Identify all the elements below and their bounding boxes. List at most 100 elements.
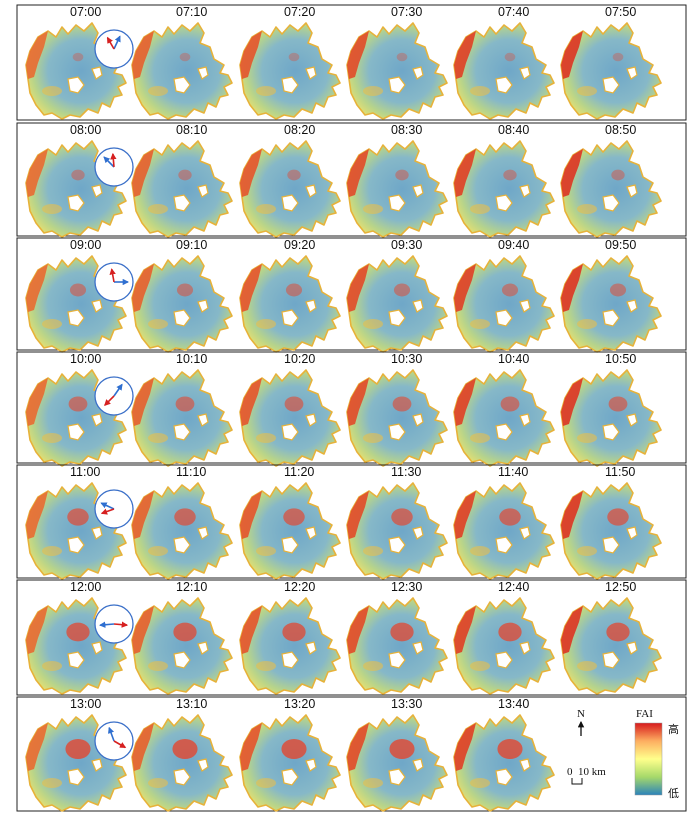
lake-hole	[67, 184, 103, 212]
scale-start-label: 0	[567, 766, 573, 778]
bloom-patch	[500, 396, 520, 412]
lake-map: 11:00	[25, 465, 134, 580]
bloom-patch	[390, 622, 414, 642]
lake-hole	[281, 526, 317, 554]
map-row: 09:00 09:10 09:20 09:30 09:40 09:50	[16, 237, 687, 353]
lake-map: 09:10	[131, 238, 233, 353]
lake-hole	[173, 413, 209, 441]
row-frame	[16, 237, 687, 351]
bloom-patch	[363, 778, 383, 788]
bloom-patch	[172, 738, 198, 760]
time-label: 09:30	[391, 238, 422, 252]
bloom-patch	[174, 508, 196, 526]
time-label: 09:20	[284, 238, 315, 252]
lake-map: 07:10	[131, 5, 233, 120]
wind-vector-blue	[113, 383, 123, 397]
time-label: 08:10	[176, 123, 207, 137]
lake-hole	[602, 299, 638, 327]
bloom-patch	[454, 378, 476, 426]
lake-map: 11:40	[453, 465, 555, 580]
bloom-patch	[561, 149, 583, 197]
lake-map: 12:50	[560, 580, 662, 695]
legend-colorbar	[634, 722, 663, 796]
bloom-patch	[577, 204, 597, 214]
wind-compass	[94, 604, 134, 644]
lake-hole	[495, 184, 531, 212]
lake-hole	[388, 66, 424, 94]
bloom-patch	[256, 86, 276, 96]
bloom-patch	[148, 778, 168, 788]
lake-hole	[281, 184, 317, 212]
lake-map: 09:20	[239, 238, 341, 353]
wind-compass	[94, 262, 134, 302]
bloom-patch	[454, 723, 476, 771]
bloom-patch	[240, 606, 262, 654]
bloom-patch	[256, 204, 276, 214]
bloom-patch	[577, 661, 597, 671]
bloom-patch	[26, 264, 48, 312]
lake-map: 12:40	[453, 580, 555, 695]
bloom-patch	[256, 319, 276, 329]
time-label: 08:00	[70, 123, 101, 137]
lake-map: 08:30	[346, 123, 448, 238]
time-label: 10:10	[176, 352, 207, 366]
bloom-patch	[256, 661, 276, 671]
bloom-patch	[498, 622, 522, 642]
time-label: 07:10	[176, 5, 207, 19]
bloom-patch	[179, 52, 191, 62]
map-row: 10:00 10:10 10:20 10:30 10:40 10:50	[16, 351, 687, 467]
bloom-patch	[288, 52, 300, 62]
wind-vector-red	[104, 395, 115, 406]
lake-hole	[281, 758, 317, 786]
bloom-patch	[42, 204, 62, 214]
time-label: 11:20	[284, 465, 314, 479]
bloom-patch	[132, 606, 154, 654]
bloom-patch	[454, 606, 476, 654]
lake-hole	[388, 413, 424, 441]
bloom-patch	[26, 149, 48, 197]
north-label: N	[577, 708, 585, 720]
wind-vector-red	[109, 268, 116, 283]
time-label: 12:00	[70, 580, 101, 594]
time-label: 11:40	[498, 465, 528, 479]
lake-map: 08:10	[131, 123, 233, 238]
bloom-patch	[470, 433, 490, 443]
bloom-patch	[148, 319, 168, 329]
map-row: 12:00 12:10 12:20 12:30 12:40 12:50	[16, 579, 687, 696]
bloom-patch	[577, 546, 597, 556]
lake-hole	[602, 641, 638, 669]
bloom-patch	[66, 622, 90, 642]
bloom-patch	[240, 378, 262, 426]
lake-map: 11:30	[346, 465, 448, 580]
lake-map: 10:50	[560, 352, 662, 467]
lake-hole	[173, 299, 209, 327]
bloom-patch	[132, 31, 154, 79]
bloom-patch	[607, 508, 629, 526]
bloom-patch	[42, 778, 62, 788]
time-label: 07:00	[70, 5, 101, 19]
wind-vector-red	[113, 740, 127, 749]
lake-hole	[281, 413, 317, 441]
wind-vector-red	[106, 36, 115, 50]
bloom-patch	[240, 31, 262, 79]
bloom-patch	[72, 52, 84, 62]
bloom-patch	[148, 433, 168, 443]
lake-hole	[388, 641, 424, 669]
lake-map: 08:00	[25, 123, 134, 238]
map-row: 07:00 07:10 07:20 07:30 07:40 07:50	[16, 4, 687, 121]
map-row: 08:00 08:10 08:20 08:30 08:40 08:50	[16, 122, 687, 238]
bloom-patch	[470, 86, 490, 96]
lake-hole	[281, 299, 317, 327]
bloom-patch	[26, 606, 48, 654]
row-frame	[16, 696, 687, 812]
bloom-patch	[282, 622, 306, 642]
scale-bar	[571, 778, 583, 785]
lake-map: 13:10	[131, 697, 233, 812]
bloom-patch	[240, 149, 262, 197]
lake-map: 07:20	[239, 5, 341, 120]
lake-hole	[67, 66, 103, 94]
bloom-patch	[256, 433, 276, 443]
row-frame	[16, 4, 687, 121]
bloom-patch	[606, 622, 630, 642]
bloom-patch	[561, 378, 583, 426]
